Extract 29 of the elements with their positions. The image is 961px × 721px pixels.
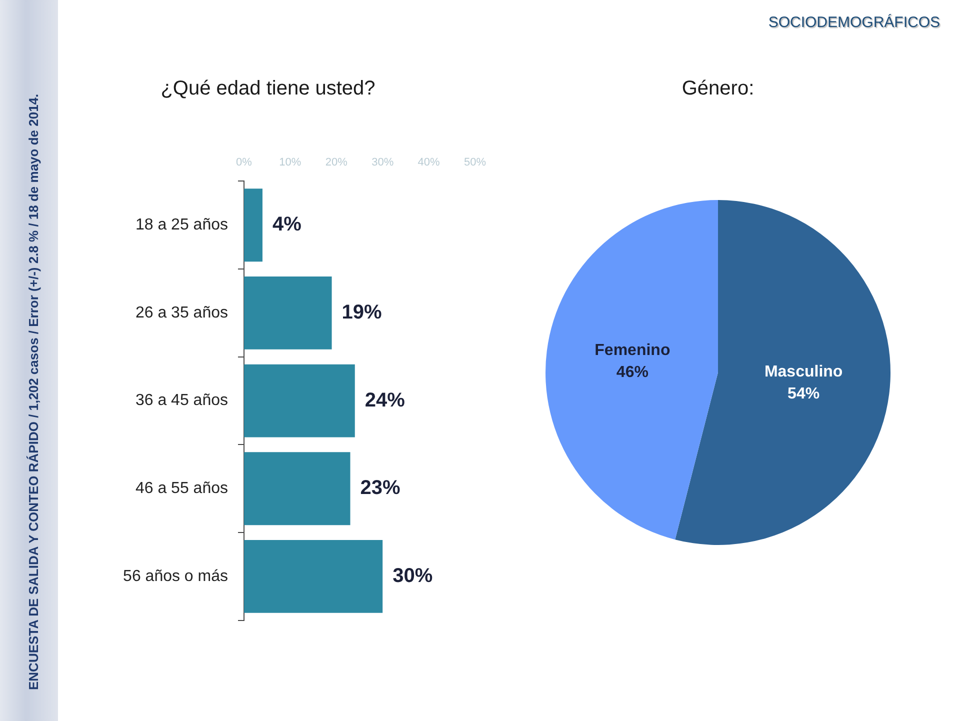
- y-tick-label: 18 a 25 años: [135, 216, 228, 234]
- y-tick-label: 56 años o más: [123, 568, 228, 585]
- x-tick-label: 0%: [236, 156, 252, 169]
- x-tick-label: 10%: [279, 156, 302, 169]
- chart-title: ¿Qué edad tiene usted?: [160, 78, 376, 100]
- bar: [244, 364, 355, 438]
- data-label: 24%: [364, 389, 406, 412]
- slice-label: Femenino: [594, 342, 670, 360]
- data-label: 19%: [342, 301, 382, 324]
- y-tick-label: 26 a 35 años: [135, 304, 228, 322]
- x-tick-label: 30%: [372, 156, 394, 169]
- x-tick-label: 40%: [418, 156, 440, 169]
- x-tick-label: 20%: [325, 156, 348, 169]
- data-label: 30%: [392, 564, 433, 587]
- data-label: 54%: [788, 386, 820, 403]
- bar: [244, 540, 383, 613]
- bar: [244, 276, 332, 350]
- x-tick-label: 50%: [464, 156, 486, 169]
- bar: [244, 188, 262, 262]
- bar: [244, 452, 350, 526]
- slice-label: Masculino: [764, 364, 843, 381]
- y-tick-label: 36 a 45 años: [135, 392, 228, 410]
- text: SOCIODEMOGRÁFICOS: [768, 14, 940, 32]
- data-label: 23%: [360, 477, 400, 500]
- data-label: 46%: [616, 364, 648, 382]
- chart-title: Género:: [682, 78, 754, 100]
- data-label: 4%: [272, 214, 302, 236]
- text: ENCUESTA DE SALIDA Y CONTEO RÁPIDO / 1,202 casos / Error (+/-) 2.8 % / 18 de mayo de 2014.: [26, 94, 42, 690]
- y-tick-label: 46 a 55 años: [135, 480, 228, 498]
